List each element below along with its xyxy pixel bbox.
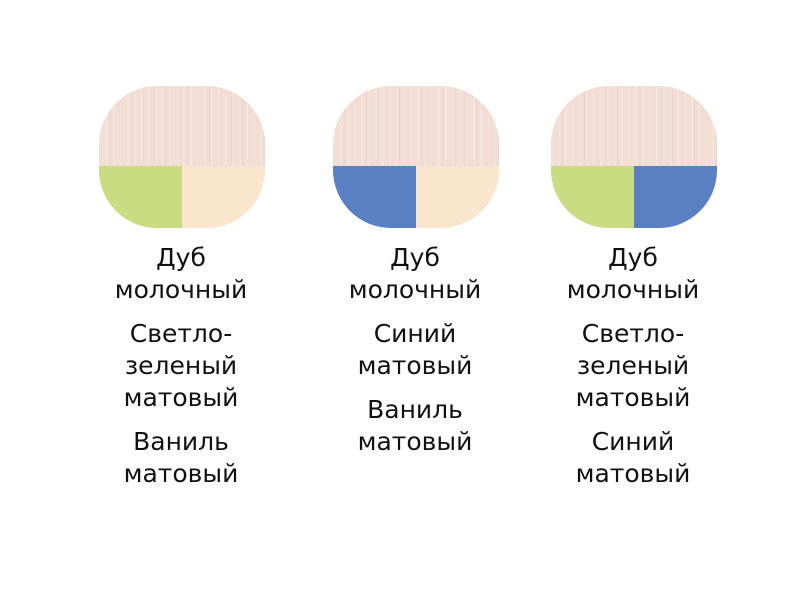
swatch-bottom-left-segment (99, 165, 182, 228)
color-label: Синий матовый (575, 427, 691, 488)
swatch-bottom-right-segment (182, 165, 265, 228)
color-label: Дуб молочный (348, 243, 482, 304)
color-swatch-3 (551, 86, 717, 228)
color-labels-3: Дуб молочный Светло- зеленый матовый Син… (518, 242, 748, 502)
color-label: Дуб молочный (114, 243, 248, 304)
color-swatch-2 (333, 86, 499, 228)
swatch-bottom-right-segment (634, 165, 717, 228)
swatch-bottom-left-segment (333, 165, 416, 228)
swatch-top-segment (99, 86, 265, 166)
swatch-top-segment (333, 86, 499, 166)
color-label: Синий матовый (357, 319, 473, 380)
color-label: Светло- зеленый матовый (575, 319, 691, 412)
color-labels-2: Дуб молочный Синий матовый Ваниль матовы… (300, 242, 530, 470)
color-label: Дуб молочный (566, 243, 700, 304)
color-swatch-1 (99, 86, 265, 228)
color-label: Ваниль матовый (123, 427, 239, 488)
swatch-bottom-left-segment (551, 165, 634, 228)
swatch-top-segment (551, 86, 717, 166)
color-labels-1: Дуб молочный Светло- зеленый матовый Ван… (66, 242, 296, 502)
swatch-bottom-right-segment (416, 165, 499, 228)
color-label: Ваниль матовый (357, 395, 473, 456)
color-label: Светло- зеленый матовый (123, 319, 239, 412)
